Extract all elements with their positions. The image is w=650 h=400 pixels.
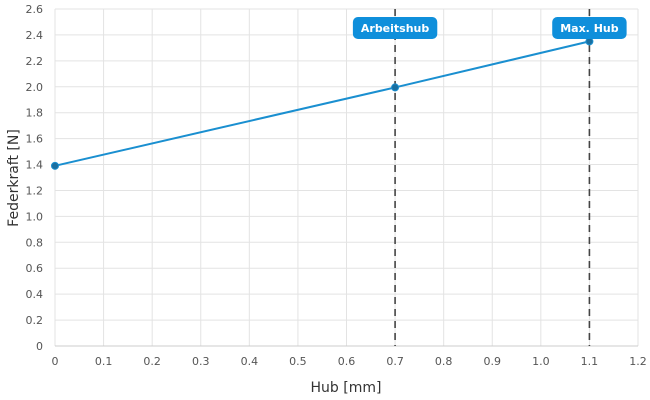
- y-tick-label: 2.2: [26, 55, 44, 68]
- grid: [54, 8, 639, 347]
- x-tick-label: 0.3: [192, 355, 210, 368]
- y-tick-label: 0: [36, 340, 43, 353]
- x-tick-label: 0: [52, 355, 59, 368]
- data-point: [51, 161, 59, 170]
- x-tick-label: 1.1: [581, 355, 599, 368]
- series-layer: [51, 37, 594, 170]
- y-tick-label: 1.4: [26, 159, 44, 172]
- marker-label-text: Arbeitshub: [361, 22, 430, 35]
- x-tick-label: 0.1: [95, 355, 113, 368]
- marker-label-background: [352, 17, 438, 39]
- x-axis-title: Hub [mm]: [311, 380, 382, 396]
- y-tick-label: 2.6: [26, 3, 44, 16]
- x-tick-label: 0.6: [338, 355, 356, 368]
- y-tick-label: 2.4: [26, 29, 44, 42]
- y-tick-label: 1.6: [26, 133, 44, 146]
- y-tick-label: 2.0: [26, 81, 44, 94]
- y-tick-label: 0.4: [26, 288, 44, 301]
- y-tick-label: 0.2: [26, 314, 44, 327]
- x-tick-label: 0.7: [386, 355, 404, 368]
- x-tick-label: 1.0: [532, 355, 550, 368]
- y-tick-label: 1.2: [26, 184, 44, 197]
- x-tick-label: 0.4: [241, 355, 259, 368]
- marker-label: Max. Hub: [552, 17, 627, 39]
- x-tick-label: 0.8: [435, 355, 453, 368]
- y-tick-label: 1.0: [26, 210, 44, 223]
- y-axis-title: Federkraft [N]: [6, 129, 22, 227]
- marker-label: Arbeitshub: [352, 17, 438, 39]
- marker-labels: Arbeitshub Max. Hub: [352, 17, 627, 39]
- y-tick-label: 0.6: [26, 262, 44, 275]
- x-tick-label: 0.2: [143, 355, 161, 368]
- x-tick-label: 1.2: [629, 355, 647, 368]
- data-point: [391, 83, 400, 92]
- x-tick-label: 0.5: [289, 355, 307, 368]
- marker-lines: [394, 9, 591, 346]
- y-tick-label: 0.8: [26, 236, 44, 249]
- x-tick-label: 0.9: [484, 355, 502, 368]
- marker-label-text: Max. Hub: [560, 22, 619, 35]
- marker-label-background: [552, 17, 627, 39]
- tick-labels: 0 0.1 0.2 0.3 0.4 0.5 0.6 0.7 0.8 0.9 1.0 1.1 1.2 0 0.…: [26, 3, 647, 368]
- y-tick-label: 1.8: [26, 107, 44, 120]
- series-line: [54, 40, 590, 167]
